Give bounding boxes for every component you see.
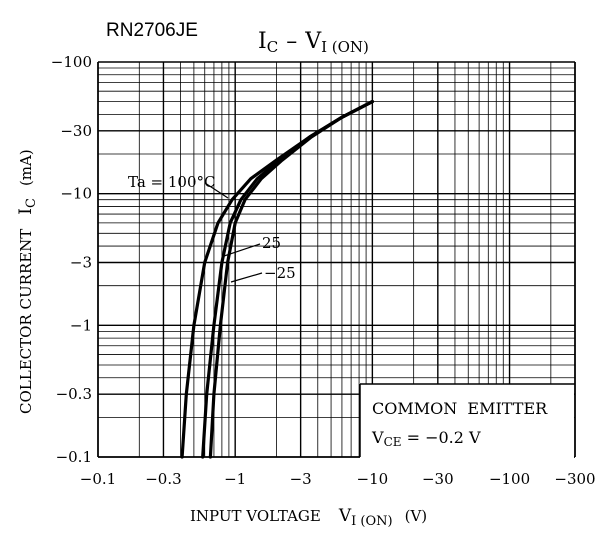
series-label-100c-leader	[204, 182, 229, 199]
y-axis-label-text: COLLECTOR CURRENT	[17, 229, 35, 414]
y-tick-label: −30	[60, 122, 92, 140]
y-tick-labels: −100 −30 −10 −3 −1 −0.3 −0.1	[51, 53, 92, 466]
x-tick-label: −30	[422, 470, 454, 488]
legend-vce-sym: V	[371, 428, 384, 447]
legend-line-1: COMMON EMITTER	[372, 399, 548, 418]
series-line-2	[208, 100, 374, 459]
x-tick-label: −100	[489, 470, 530, 488]
curves	[180, 100, 374, 459]
y-tick-label: −1	[70, 316, 92, 334]
chart-title: IC – VI (ON)	[258, 29, 369, 56]
title-dash: –	[286, 29, 297, 54]
x-axis-label-text: INPUT VOLTAGE	[190, 507, 321, 525]
title-sub: C	[267, 38, 278, 56]
y-tick-label: −10	[60, 185, 92, 203]
title-main: I	[258, 29, 267, 54]
legend-vce-sub: CE	[384, 435, 402, 449]
x-tick-label: −0.3	[145, 470, 181, 488]
x-axis-label-sub: I (ON)	[351, 514, 392, 529]
title-sub2: I (ON)	[321, 38, 369, 56]
x-tick-label: −3	[290, 470, 312, 488]
y-tick-label: −3	[70, 254, 92, 272]
title-main2: V	[304, 29, 322, 54]
x-tick-labels: −0.1 −0.3 −1 −3 −10 −30 −100 −300	[80, 470, 596, 488]
y-axis-label: COLLECTOR CURRENT IC (mA)	[16, 149, 39, 414]
y-tick-label: −100	[51, 53, 92, 71]
y-tick-label: −0.3	[56, 385, 92, 403]
legend-box	[360, 384, 574, 458]
x-tick-label: −1	[224, 470, 246, 488]
x-tick-label: −10	[357, 470, 389, 488]
x-axis-label-sym: V	[338, 506, 352, 526]
y-tick-label: −0.1	[56, 448, 92, 466]
x-axis-label-unit: (V)	[405, 507, 428, 525]
legend-vce-rest: = −0.2 V	[402, 428, 482, 447]
part-number: RN2706JE	[106, 20, 198, 41]
x-tick-label: −300	[554, 470, 595, 488]
series-label-100c: Ta = 100°C	[128, 173, 216, 191]
series-label-25: 25	[262, 234, 281, 252]
y-axis-label-sub: C	[24, 198, 39, 208]
y-axis-label-unit: (mA)	[17, 149, 35, 186]
y-axis-label-sym: I	[16, 208, 36, 215]
legend-line-2: VCE = −0.2 V	[371, 428, 481, 449]
x-tick-label: −0.1	[80, 470, 116, 488]
series-label-minus25: −25	[264, 264, 296, 282]
series-label-25-leader	[223, 243, 261, 257]
series-label-minus25-leader	[230, 272, 263, 283]
x-axis-label: INPUT VOLTAGE VI (ON) (V)	[190, 506, 427, 529]
